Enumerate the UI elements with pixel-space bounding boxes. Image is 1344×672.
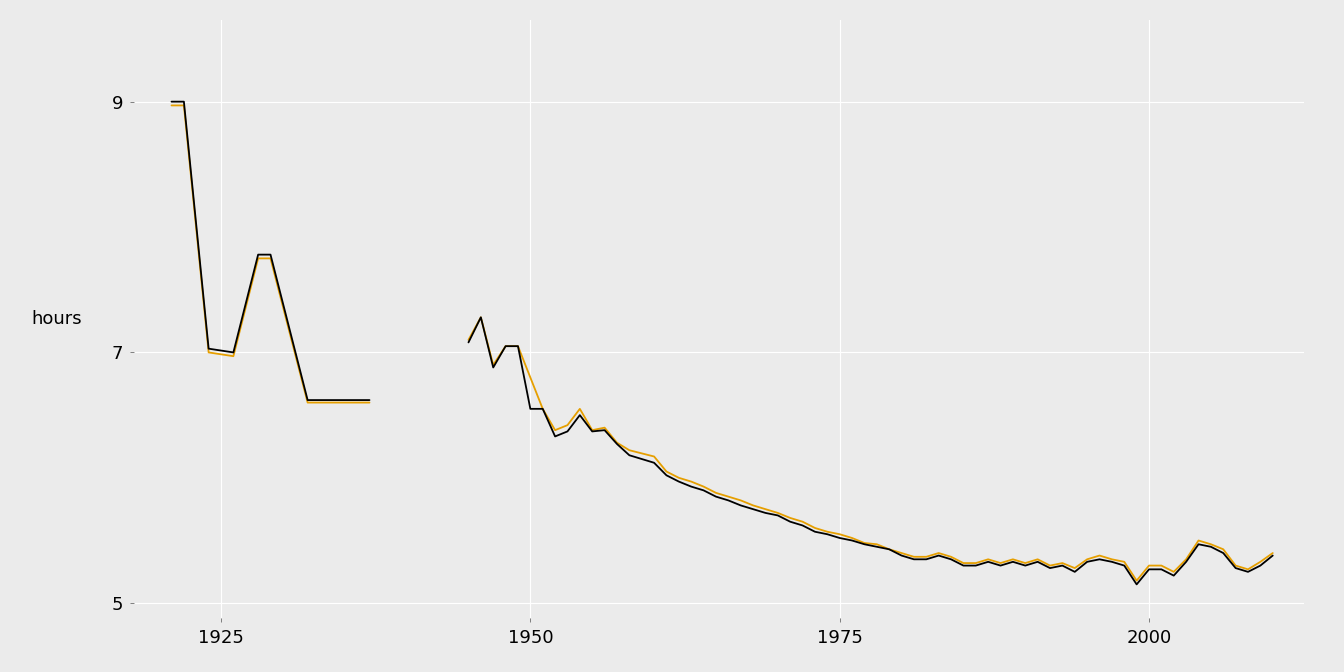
Y-axis label: hours: hours <box>31 310 82 328</box>
